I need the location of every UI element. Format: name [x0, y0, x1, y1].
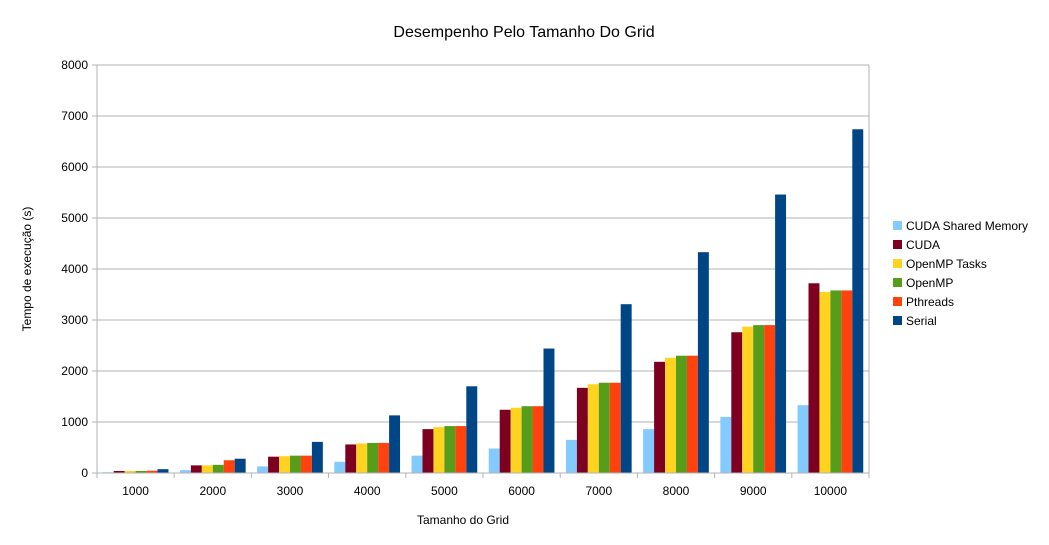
legend-label: CUDA Shared Memory [906, 219, 1028, 233]
bar [521, 406, 533, 473]
bar [609, 382, 621, 473]
chart-title: Desempenho Pelo Tamanho Do Grid [393, 24, 654, 41]
bar [179, 470, 191, 473]
bar [565, 439, 577, 473]
bar [157, 469, 169, 473]
legend-swatch [893, 240, 902, 249]
legend-label: OpenMP [906, 276, 953, 290]
x-tick-label: 4000 [354, 484, 381, 498]
bar [113, 470, 125, 473]
y-tick-label: 8000 [61, 58, 88, 72]
bar [279, 456, 290, 473]
bar [356, 443, 368, 473]
bar [422, 429, 434, 473]
bar [587, 384, 599, 473]
bars [102, 129, 864, 474]
x-tick-label: 6000 [508, 484, 535, 498]
legend-swatch [893, 297, 902, 306]
bar [576, 387, 588, 473]
bar [444, 426, 456, 473]
bar [720, 416, 732, 473]
bar [764, 325, 776, 473]
bar [146, 470, 158, 473]
bar [124, 470, 136, 473]
y-tick-label: 2000 [61, 364, 88, 378]
bar [311, 441, 323, 473]
y-tick-label: 0 [81, 466, 88, 480]
bar [808, 283, 820, 473]
bar [300, 455, 312, 473]
bar [654, 361, 666, 473]
bar [257, 466, 269, 473]
bar [676, 355, 687, 473]
bar [841, 290, 853, 473]
bar [433, 427, 445, 473]
bar [697, 252, 709, 473]
y-tick-label: 7000 [61, 109, 88, 123]
bar [830, 290, 842, 473]
bar [797, 405, 809, 473]
bar [543, 348, 555, 473]
bar [686, 355, 698, 473]
y-tick-label: 5000 [61, 211, 88, 225]
legend-swatch [893, 221, 902, 230]
bar [389, 415, 401, 473]
bar [201, 465, 213, 473]
x-tick-label: 8000 [663, 484, 690, 498]
x-tick-label: 10000 [814, 484, 848, 498]
bar [643, 429, 655, 473]
bar [775, 194, 787, 474]
y-tick-label: 3000 [61, 313, 88, 327]
bar [367, 442, 379, 473]
bar [268, 456, 280, 473]
bar [499, 409, 511, 473]
x-axis-label: Tamanho do Grid [417, 513, 509, 527]
x-axis: 1000 2000 3000 4000 5000 6000 7000 8000 9000 1000… [96, 472, 870, 498]
bar [135, 470, 147, 473]
x-tick-label: 2000 [199, 484, 226, 498]
bar [190, 465, 202, 473]
bar [488, 448, 500, 473]
legend-label: CUDA [906, 238, 940, 252]
gridlines [97, 64, 870, 474]
bar [466, 386, 478, 473]
bar [742, 326, 754, 473]
x-tick-label: 1000 [122, 484, 149, 498]
bar [819, 291, 831, 473]
bar [510, 407, 522, 473]
y-tick-label: 6000 [61, 160, 88, 174]
x-tick-label: 7000 [585, 484, 612, 498]
y-axis: 0 1000 2000 3000 4000 5000 6000 7000 8000 [61, 58, 98, 480]
bar [731, 332, 743, 473]
bar [234, 458, 246, 473]
bar [290, 455, 301, 473]
bar [411, 455, 423, 473]
x-tick-label: 5000 [431, 484, 458, 498]
legend-swatch [893, 278, 902, 287]
y-axis-label: Tempo de execução (s) [20, 207, 34, 332]
bar [532, 406, 544, 473]
legend-label: OpenMP Tasks [906, 257, 987, 271]
bar [334, 461, 346, 473]
bar [665, 357, 676, 473]
y-tick-label: 1000 [61, 415, 88, 429]
legend-label: Serial [906, 314, 937, 328]
bar [223, 460, 235, 473]
bar [455, 426, 467, 473]
bar [378, 442, 390, 473]
legend-swatch [893, 259, 902, 268]
y-tick-label: 4000 [61, 262, 88, 276]
legend: CUDA Shared Memory CUDA OpenMP Tasks OpenMP… [893, 219, 1028, 328]
bar [753, 325, 765, 473]
bar [598, 382, 610, 473]
x-tick-label: 3000 [277, 484, 304, 498]
bar [212, 464, 224, 473]
bar [852, 129, 864, 473]
legend-swatch [893, 316, 902, 325]
legend-label: Pthreads [906, 295, 954, 309]
x-tick-label: 9000 [740, 484, 767, 498]
bar [620, 304, 632, 473]
bar [345, 444, 357, 473]
